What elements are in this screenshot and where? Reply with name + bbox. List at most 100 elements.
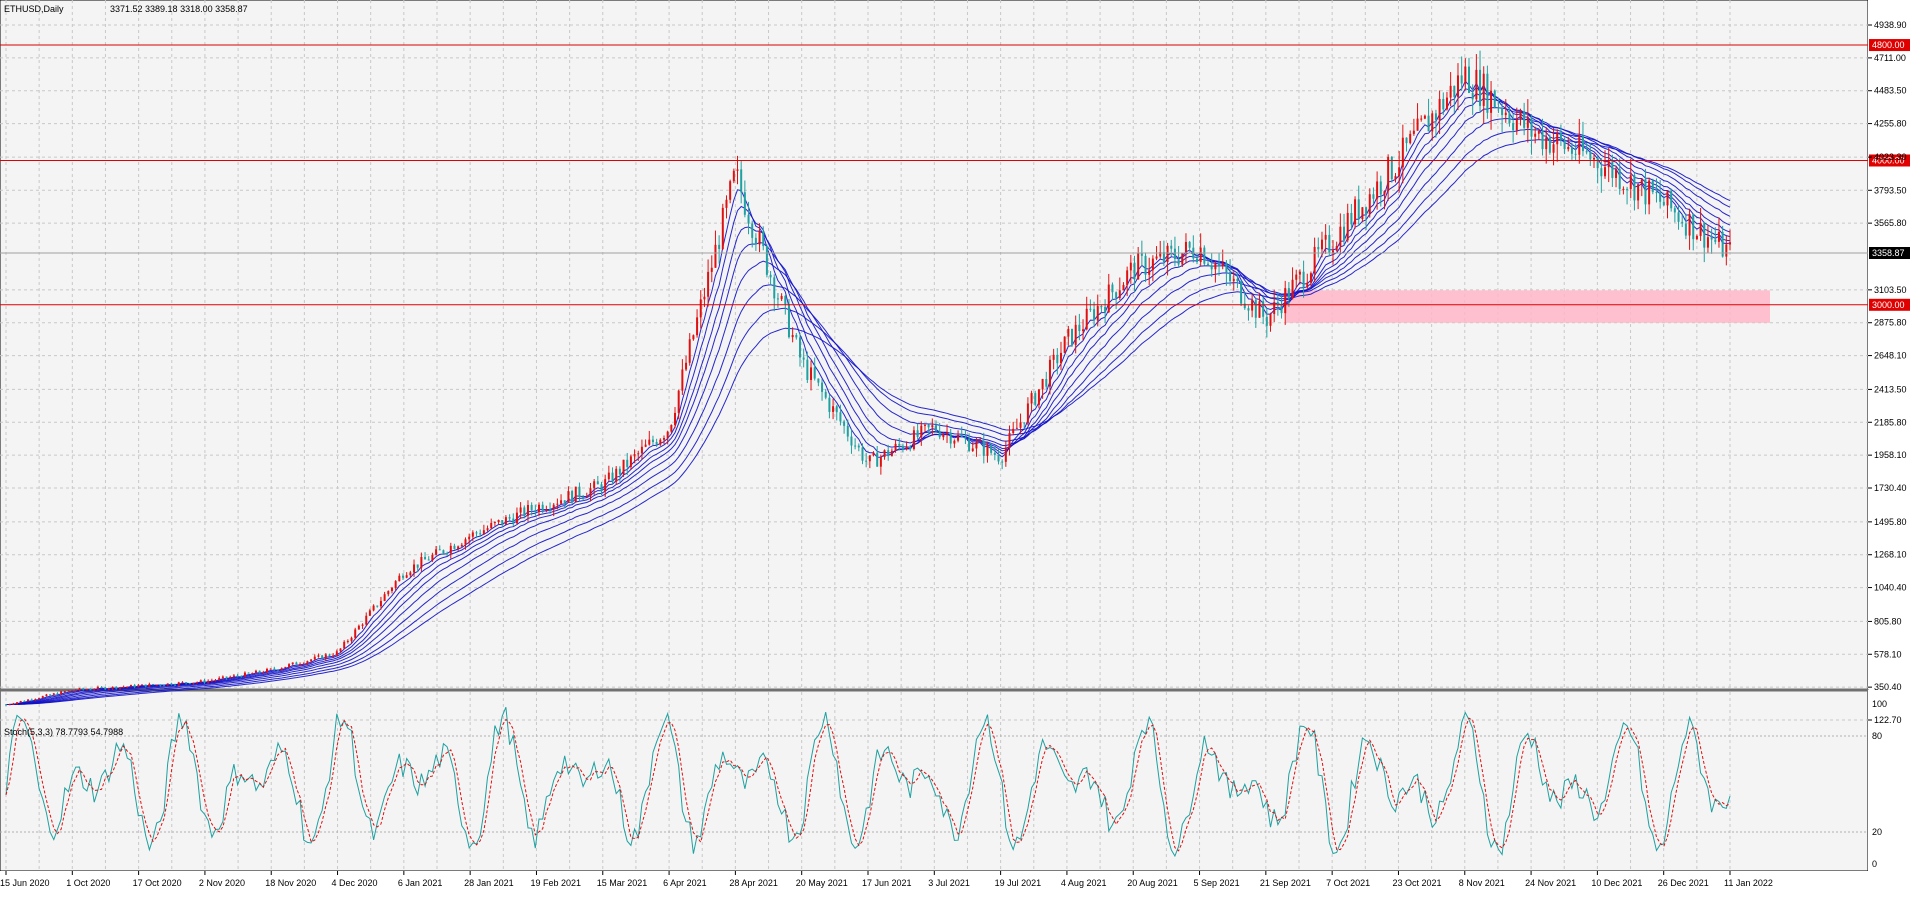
candle-body[interactable] bbox=[1229, 272, 1232, 282]
candle-body[interactable] bbox=[1063, 336, 1066, 353]
candle-body[interactable] bbox=[273, 668, 276, 670]
candle-body[interactable] bbox=[254, 670, 257, 674]
candle-body[interactable] bbox=[758, 231, 761, 245]
candle-body[interactable] bbox=[968, 438, 971, 451]
candle-body[interactable] bbox=[438, 549, 441, 551]
candle-body[interactable] bbox=[935, 425, 938, 431]
candle-body[interactable] bbox=[1578, 135, 1581, 155]
candle-body[interactable] bbox=[780, 296, 783, 300]
candle-body[interactable] bbox=[420, 557, 423, 568]
candle-body[interactable] bbox=[846, 425, 849, 437]
candle-body[interactable] bbox=[1162, 252, 1165, 263]
candle-body[interactable] bbox=[1232, 278, 1235, 282]
candle-body[interactable] bbox=[721, 207, 724, 249]
candle-body[interactable] bbox=[795, 335, 798, 338]
candle-body[interactable] bbox=[1464, 66, 1467, 84]
candle-body[interactable] bbox=[560, 500, 563, 504]
candle-body[interactable] bbox=[196, 682, 199, 684]
candle-body[interactable] bbox=[74, 690, 77, 692]
candle-body[interactable] bbox=[372, 605, 375, 611]
candle-body[interactable] bbox=[1052, 354, 1055, 360]
candle-body[interactable] bbox=[1471, 92, 1474, 100]
candle-body[interactable] bbox=[1115, 292, 1118, 298]
candle-body[interactable] bbox=[129, 685, 132, 687]
candle-body[interactable] bbox=[1567, 147, 1570, 150]
candle-body[interactable] bbox=[1368, 194, 1371, 215]
candle-body[interactable] bbox=[1449, 85, 1452, 98]
candle-body[interactable] bbox=[464, 539, 467, 545]
candle-body[interactable] bbox=[854, 445, 857, 447]
candle-body[interactable] bbox=[1523, 111, 1526, 128]
candle-body[interactable] bbox=[894, 443, 897, 451]
candle-body[interactable] bbox=[813, 367, 816, 379]
candle-body[interactable] bbox=[1004, 447, 1007, 462]
candle-body[interactable] bbox=[1015, 427, 1018, 429]
candle-body[interactable] bbox=[843, 421, 846, 426]
candle-body[interactable] bbox=[839, 412, 842, 422]
candle-body[interactable] bbox=[1306, 282, 1309, 288]
candle-body[interactable] bbox=[475, 532, 478, 534]
candle-body[interactable] bbox=[357, 625, 360, 630]
candle-body[interactable] bbox=[975, 441, 978, 449]
candle-body[interactable] bbox=[232, 675, 235, 677]
candle-body[interactable] bbox=[556, 503, 559, 505]
candle-body[interactable] bbox=[1225, 263, 1228, 273]
candle-body[interactable] bbox=[405, 575, 408, 578]
candle-body[interactable] bbox=[784, 296, 787, 305]
candle-body[interactable] bbox=[107, 688, 110, 690]
candle-body[interactable] bbox=[188, 683, 191, 685]
candle-body[interactable] bbox=[1670, 190, 1673, 209]
candle-body[interactable] bbox=[993, 452, 996, 456]
candle-body[interactable] bbox=[1592, 157, 1595, 160]
candle-body[interactable] bbox=[1133, 262, 1136, 280]
candle-body[interactable] bbox=[1644, 179, 1647, 205]
candle-body[interactable] bbox=[1350, 212, 1353, 225]
candle-body[interactable] bbox=[949, 432, 952, 444]
candle-body[interactable] bbox=[534, 510, 537, 512]
candle-body[interactable] bbox=[1280, 305, 1283, 314]
candle-body[interactable] bbox=[710, 267, 713, 272]
candle-body[interactable] bbox=[23, 700, 26, 702]
candle-body[interactable] bbox=[1291, 279, 1294, 299]
candle-body[interactable] bbox=[1214, 263, 1217, 270]
candle-body[interactable] bbox=[247, 672, 250, 674]
candle-body[interactable] bbox=[310, 659, 313, 662]
candle-body[interactable] bbox=[585, 496, 588, 498]
candle-body[interactable] bbox=[688, 339, 691, 363]
candle-body[interactable] bbox=[170, 683, 173, 685]
candle-body[interactable] bbox=[1725, 244, 1728, 257]
candle-body[interactable] bbox=[802, 357, 805, 360]
candle-body[interactable] bbox=[1460, 75, 1463, 84]
candle-body[interactable] bbox=[1390, 156, 1393, 180]
candle-body[interactable] bbox=[920, 425, 923, 437]
candle-body[interactable] bbox=[1570, 147, 1573, 154]
candle-body[interactable] bbox=[1600, 168, 1603, 177]
candle-body[interactable] bbox=[1604, 167, 1607, 177]
candle-body[interactable] bbox=[541, 504, 544, 511]
candle-body[interactable] bbox=[277, 669, 280, 671]
candle-body[interactable] bbox=[1273, 302, 1276, 315]
candle-body[interactable] bbox=[1287, 288, 1290, 299]
candle-body[interactable] bbox=[1611, 161, 1614, 178]
candle-body[interactable] bbox=[942, 434, 945, 438]
candle-body[interactable] bbox=[604, 479, 607, 492]
candle-body[interactable] bbox=[1412, 130, 1415, 134]
candle-body[interactable] bbox=[787, 304, 790, 338]
candle-body[interactable] bbox=[1188, 241, 1191, 248]
candle-body[interactable] bbox=[806, 359, 809, 380]
candle-body[interactable] bbox=[751, 223, 754, 238]
candle-body[interactable] bbox=[640, 446, 643, 454]
candle-body[interactable] bbox=[1409, 133, 1412, 144]
candle-body[interactable] bbox=[280, 668, 283, 670]
candle-body[interactable] bbox=[1181, 253, 1184, 265]
candle-body[interactable] bbox=[674, 412, 677, 426]
candle-body[interactable] bbox=[563, 500, 566, 503]
candle-body[interactable] bbox=[104, 687, 107, 690]
candle-body[interactable] bbox=[1585, 151, 1588, 153]
candle-body[interactable] bbox=[773, 277, 776, 299]
candle-body[interactable] bbox=[449, 545, 452, 554]
candle-body[interactable] bbox=[424, 557, 427, 560]
candle-body[interactable] bbox=[1633, 175, 1636, 201]
candle-body[interactable] bbox=[1144, 255, 1147, 275]
